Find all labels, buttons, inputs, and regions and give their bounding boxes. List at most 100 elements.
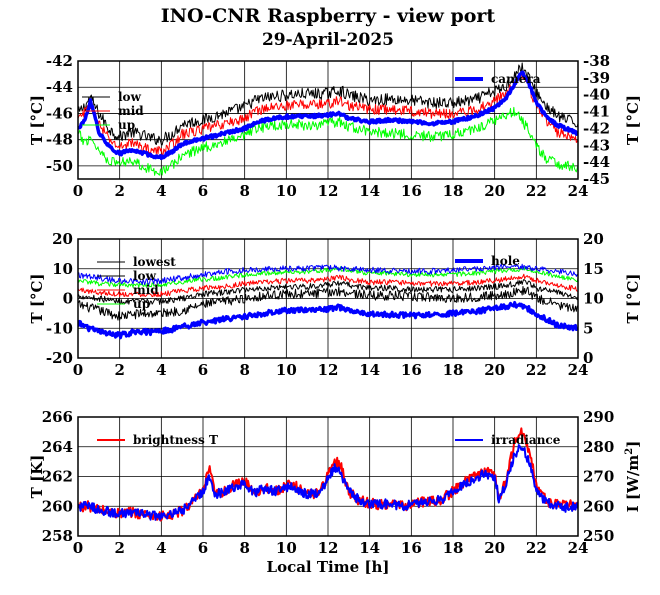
y-axis-label: T [K] — [28, 455, 46, 499]
x-tick-label: 24 — [568, 539, 589, 557]
y-tick-label: 10 — [52, 260, 73, 278]
x-tick-label: 24 — [568, 361, 589, 379]
y-right-tick-label: 0 — [583, 349, 593, 367]
x-tick-label: 14 — [359, 182, 380, 200]
y-tick-label: -44 — [46, 78, 73, 96]
legend-label: brightness T — [133, 433, 218, 447]
y-right-tick-label: 250 — [583, 527, 614, 545]
y-tick-label: -42 — [46, 52, 73, 70]
y-right-tick-label: -45 — [583, 170, 610, 188]
x-tick-label: 16 — [401, 361, 422, 379]
x-tick-label: 10 — [276, 361, 297, 379]
x-tick-label: 22 — [526, 361, 547, 379]
x-tick-label: 14 — [359, 361, 380, 379]
y-right-axis-label: T [°C] — [624, 273, 642, 323]
plot-frame — [77, 238, 579, 359]
legend-label: mid — [118, 104, 144, 118]
y-right-tick-label: -41 — [583, 103, 610, 121]
y-tick-label: 20 — [52, 230, 73, 248]
y-right-axis-label-end: ] — [624, 441, 642, 448]
y-right-axis-label-text: I [W/m — [624, 455, 642, 513]
x-tick-label: 16 — [401, 182, 422, 200]
x-tick-label: 20 — [484, 361, 505, 379]
x-tick-label: 20 — [484, 182, 505, 200]
x-tick-label: 24 — [568, 182, 589, 200]
legend-label: up — [133, 297, 150, 311]
series-line-hole-upper — [78, 263, 578, 286]
y-tick-label: -10 — [46, 319, 73, 337]
y-right-axis-label-text: T [°C] — [624, 95, 642, 145]
x-tick-label: 0 — [73, 361, 83, 379]
y-axis-label: T [°C] — [28, 95, 46, 145]
x-tick-label: 8 — [239, 539, 249, 557]
x-tick-label: 20 — [484, 539, 505, 557]
legend-label: hole — [491, 254, 520, 268]
x-tick-label: 22 — [526, 539, 547, 557]
series-line-hole — [78, 300, 578, 340]
y-right-tick-label: -43 — [583, 136, 610, 154]
series-line-up — [78, 265, 578, 288]
y-tick-label: 260 — [42, 497, 73, 515]
y-right-tick-label: 10 — [583, 290, 604, 308]
x-tick-label: 4 — [156, 539, 166, 557]
y-right-tick-label: 290 — [583, 408, 614, 426]
series-line-low — [78, 279, 578, 305]
chart-title: INO-CNR Raspberry - view port — [161, 5, 496, 27]
x-tick-label: 10 — [276, 539, 297, 557]
series-line-low — [78, 62, 578, 146]
series-line-mid — [78, 72, 578, 157]
x-tick-label: 18 — [443, 361, 464, 379]
chart-subtitle: 29-April-2025 — [262, 30, 394, 50]
y-right-tick-label: -38 — [583, 52, 610, 70]
y-axis-label: T [°C] — [28, 273, 46, 323]
x-tick-label: 2 — [114, 182, 124, 200]
y-right-tick-label: 20 — [583, 230, 604, 248]
y-tick-label: 0 — [63, 290, 73, 308]
y-right-axis-label: I [W/m2] — [624, 441, 642, 513]
legend-label: camera — [491, 72, 541, 86]
series-line-lowest — [78, 285, 578, 321]
series-line-up — [78, 106, 578, 176]
x-tick-label: 22 — [526, 182, 547, 200]
x-tick-label: 8 — [239, 182, 249, 200]
x-tick-label: 10 — [276, 182, 297, 200]
y-right-tick-label: 260 — [583, 497, 614, 515]
y-tick-label: 266 — [42, 408, 73, 426]
y-tick-label: -20 — [46, 349, 73, 367]
legend-label: mid — [133, 283, 159, 297]
y-right-tick-label: 270 — [583, 468, 614, 486]
x-tick-label: 2 — [114, 361, 124, 379]
x-tick-label: 6 — [198, 539, 208, 557]
y-right-tick-label: 280 — [583, 438, 614, 456]
legend-label: lowest — [133, 255, 176, 269]
legend-label: low — [133, 269, 157, 283]
x-tick-label: 16 — [401, 539, 422, 557]
x-tick-label: 14 — [359, 539, 380, 557]
y-tick-label: -50 — [46, 157, 73, 175]
x-tick-label: 4 — [156, 361, 166, 379]
x-tick-label: 6 — [198, 182, 208, 200]
y-right-tick-label: -40 — [583, 86, 610, 104]
x-tick-label: 2 — [114, 539, 124, 557]
x-tick-label: 4 — [156, 182, 166, 200]
x-tick-label: 6 — [198, 361, 208, 379]
x-axis-label: Local Time [h] — [267, 558, 390, 576]
y-tick-label: 262 — [42, 468, 73, 486]
y-right-tick-label: 5 — [583, 319, 593, 337]
y-right-tick-label: -39 — [583, 69, 610, 87]
series-line-irradiance — [78, 444, 578, 521]
y-right-axis-label-text: T [°C] — [624, 273, 642, 323]
y-tick-label: -46 — [46, 104, 73, 122]
y-tick-label: 264 — [42, 438, 73, 456]
x-tick-label: 12 — [318, 539, 339, 557]
y-tick-label: -48 — [46, 131, 73, 149]
x-tick-label: 12 — [318, 361, 339, 379]
x-tick-label: 0 — [73, 539, 83, 557]
x-tick-label: 0 — [73, 182, 83, 200]
x-tick-label: 18 — [443, 539, 464, 557]
legend-label: irradiance — [491, 433, 561, 447]
series-line-camera — [78, 70, 578, 161]
y-right-axis-label-sup: 2 — [624, 448, 635, 455]
